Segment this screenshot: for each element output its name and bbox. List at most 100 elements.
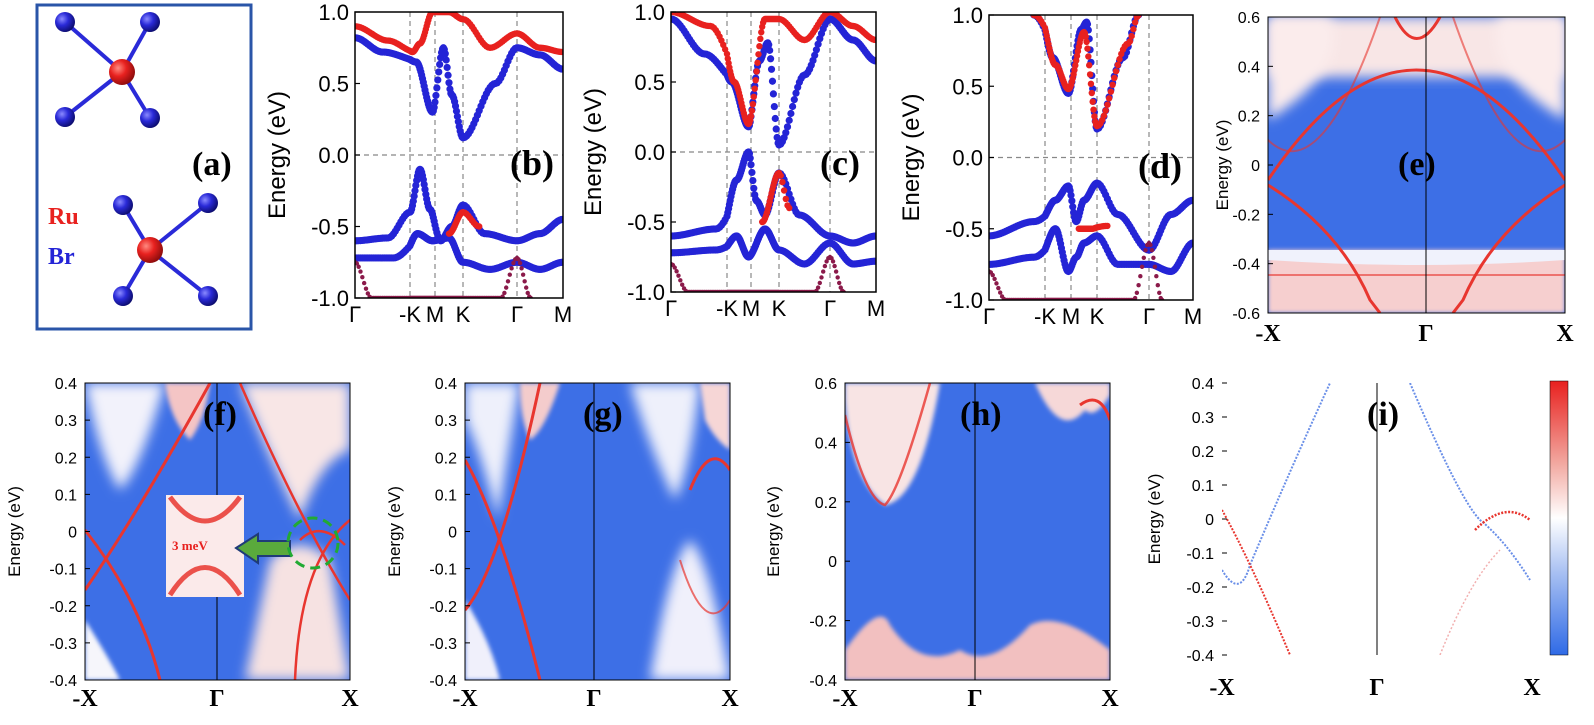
band-point: [1130, 26, 1137, 33]
x-tick-label: X: [1101, 686, 1119, 712]
band-point: [812, 46, 821, 54]
band-point: [678, 278, 683, 283]
band-point: [476, 223, 483, 230]
band-point: [747, 161, 755, 169]
y-tick-label: 0.6: [815, 376, 837, 393]
band-point: [780, 187, 788, 194]
y-tick-label: -0.4: [429, 673, 457, 690]
x-tick-label: K: [1090, 304, 1105, 329]
band-point: [1157, 290, 1162, 296]
band-point: [749, 176, 757, 185]
band-point: [436, 60, 444, 69]
panel-f-surface-spectrum: 3 meV -0.4 -0.3 -0.2 -0.1 0 0.1 0.2 0.3 0.4 -X Γ X E…: [5, 376, 359, 712]
band-point: [507, 272, 512, 277]
y-tick-label: 0: [1251, 158, 1260, 175]
band-point: [1139, 264, 1145, 269]
y-axis-label: Energy (eV): [898, 93, 925, 221]
x-tick-label: M: [1184, 304, 1202, 329]
band-point: [1104, 101, 1111, 108]
band-point: [777, 172, 784, 179]
band-point: [453, 112, 461, 120]
band-point: [431, 98, 439, 106]
band-point: [1111, 74, 1118, 82]
y-tick-label: -1.0: [945, 288, 983, 313]
band-point: [790, 96, 798, 104]
colorbar: [1549, 380, 1569, 656]
band-point: [1082, 33, 1089, 40]
y-tick-label: 0.6: [1238, 10, 1260, 27]
band-conduction-2: [355, 12, 563, 56]
x-tick-label: -K: [1034, 304, 1056, 329]
zoom-circle: [286, 516, 340, 570]
panel-e-surface-spectrum: -0.6 -0.4 -0.2 0 0.2 0.4 0.6 -X Γ X Energy (eV) (e): [1213, 10, 1574, 347]
band-valence-2: [671, 225, 876, 268]
x-tick-label: M: [1062, 304, 1080, 329]
band-point: [837, 280, 842, 286]
band-point: [500, 294, 505, 298]
y-tick-label: -0.1: [1186, 546, 1214, 563]
band-point: [509, 266, 514, 271]
band-point: [1116, 55, 1123, 63]
x-tick-label: -K: [399, 302, 421, 327]
panel-label: (b): [510, 143, 554, 183]
x-tick-label: X: [341, 686, 359, 712]
band-point: [1189, 196, 1193, 204]
band-point: [755, 51, 762, 58]
band-point: [1114, 61, 1122, 69]
band-point: [814, 40, 822, 48]
band-point: [1107, 88, 1115, 95]
band-point: [1189, 239, 1193, 247]
band-point: [772, 125, 780, 133]
band-conduction-1: [355, 34, 563, 142]
y-tick-label: -0.4: [809, 673, 837, 690]
band-point: [520, 272, 526, 277]
band-point: [1128, 32, 1135, 40]
ru-br-cluster-bottom: [113, 193, 218, 306]
y-tick-label: -0.3: [429, 636, 457, 653]
x-tick-label: K: [456, 302, 471, 327]
y-tick-label: -0.6: [1232, 306, 1260, 323]
x-tick-label: X: [1556, 321, 1574, 347]
y-tick-label: -0.2: [49, 599, 77, 616]
band-point: [1154, 274, 1159, 279]
band-point: [789, 102, 797, 111]
band-point: [747, 113, 755, 120]
band-point: [1087, 80, 1095, 88]
band-point: [452, 107, 461, 115]
band-point: [432, 91, 440, 100]
band-point: [770, 102, 778, 111]
band-point: [751, 85, 758, 92]
x-tick-label: Γ: [824, 296, 836, 321]
band-point: [559, 65, 563, 73]
band-point: [502, 290, 507, 296]
band-point: [1090, 106, 1097, 113]
y-tick-label: 0.1: [55, 487, 77, 504]
panel-label: (g): [583, 396, 623, 433]
band-point: [676, 273, 681, 278]
band-point: [765, 41, 773, 49]
br-atom: [55, 107, 75, 127]
band-point: [830, 259, 836, 264]
band-point: [1102, 107, 1109, 114]
x-tick-label: Γ: [665, 296, 677, 321]
band-point: [779, 178, 786, 186]
band-point: [1072, 62, 1079, 69]
br-atom: [198, 193, 218, 213]
band-conduction-2: [671, 12, 876, 128]
y-axis-label: Energy (eV): [5, 486, 24, 577]
y-tick-label: -0.3: [49, 636, 77, 653]
y-tick-label: -0.5: [945, 217, 983, 242]
band-point: [998, 290, 1003, 295]
y-tick-label: -0.5: [627, 210, 665, 235]
band-point: [442, 56, 450, 64]
band-point: [756, 43, 763, 50]
panel-a-structure: (a) Ru Br: [35, 3, 253, 331]
y-tick-label: -0.4: [49, 673, 77, 690]
band-point: [1141, 255, 1147, 260]
x-tick-label: Γ: [1143, 304, 1155, 329]
band-conduction-1: [671, 15, 876, 149]
band-point: [441, 50, 449, 58]
band-point: [1151, 255, 1156, 260]
